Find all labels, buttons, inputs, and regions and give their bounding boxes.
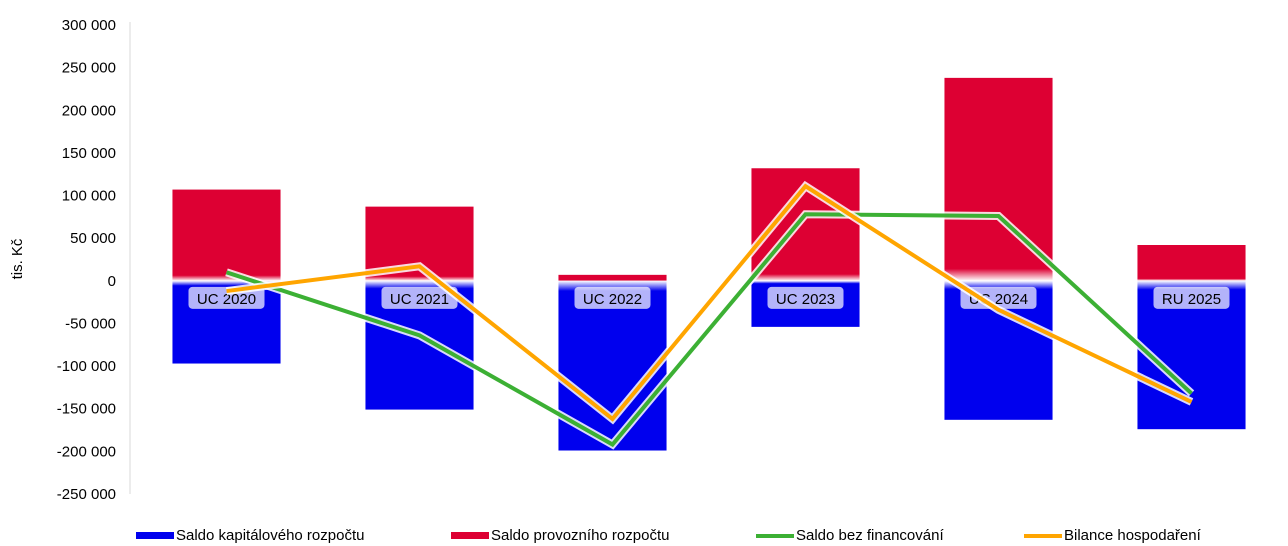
y-tick-label: 0 <box>108 273 116 290</box>
legend-item-economic-result: Bilance hospodaření <box>1024 527 1201 544</box>
category-label-box <box>574 286 651 309</box>
legend-item-capital-balance: Saldo kapitálového rozpočtu <box>136 527 364 544</box>
y-tick-label: 150 000 <box>62 145 116 162</box>
category-label-box <box>1153 286 1230 309</box>
bar-operating-balance <box>558 274 667 281</box>
line-balance-without-financing <box>225 212 1193 448</box>
legend-item-balance-without-financing: Saldo bez financování <box>756 527 944 544</box>
line-economic-result <box>226 183 1193 422</box>
y-tick-labels: 300 000 250 000 200 000 150 000 100 000 50 00… <box>57 17 116 503</box>
legend-label-operating-balance: Saldo provozního rozpočtu <box>491 527 670 544</box>
y-tick-label: 250 000 <box>62 60 116 77</box>
chart: tis. Kč 300 000 250 000 200 000 150 000 100 … <box>9 17 1246 503</box>
legend: Saldo kapitálového rozpočtu Saldo provoz… <box>0 527 1288 546</box>
legend-swatch-capital-balance <box>136 532 174 539</box>
y-tick-label: 50 000 <box>70 230 116 247</box>
y-tick-label: 200 000 <box>62 102 116 119</box>
legend-label-capital-balance: Saldo kapitálového rozpočtu <box>176 527 365 544</box>
bars <box>172 77 1246 451</box>
y-tick-label: -50 000 <box>65 315 116 332</box>
y-tick-label: -150 000 <box>57 401 116 418</box>
category-label: UC 2021 <box>390 291 449 308</box>
legend-swatch-economic-result <box>1024 533 1062 538</box>
y-tick-label: -100 000 <box>57 358 116 375</box>
category-label: UC 2023 <box>776 291 835 308</box>
y-tick-label: 300 000 <box>62 17 116 34</box>
bar-operating-balance <box>1137 245 1246 281</box>
bar-operating-balance <box>172 189 281 281</box>
category-label: RU 2025 <box>1162 291 1221 308</box>
legend-label-balance-without-financing: Saldo bez financování <box>796 527 944 544</box>
y-tick-label: -200 000 <box>57 443 116 460</box>
y-axis-title: tis. Kč <box>9 238 26 279</box>
y-tick-label: 100 000 <box>62 188 116 205</box>
category-label-box <box>960 286 1037 309</box>
legend-item-operating-balance: Saldo provozního rozpočtu <box>451 527 669 544</box>
category-label: UC 2022 <box>583 291 642 308</box>
legend-swatch-balance-without-financing <box>756 533 794 538</box>
legend-label-economic-result: Bilance hospodaření <box>1064 527 1201 544</box>
category-label-box <box>381 286 458 309</box>
legend-swatch-operating-balance <box>451 532 489 539</box>
y-tick-label: -250 000 <box>57 486 116 503</box>
category-label-box <box>767 286 844 309</box>
category-label: UC 2020 <box>197 291 256 308</box>
lines <box>225 180 1195 450</box>
